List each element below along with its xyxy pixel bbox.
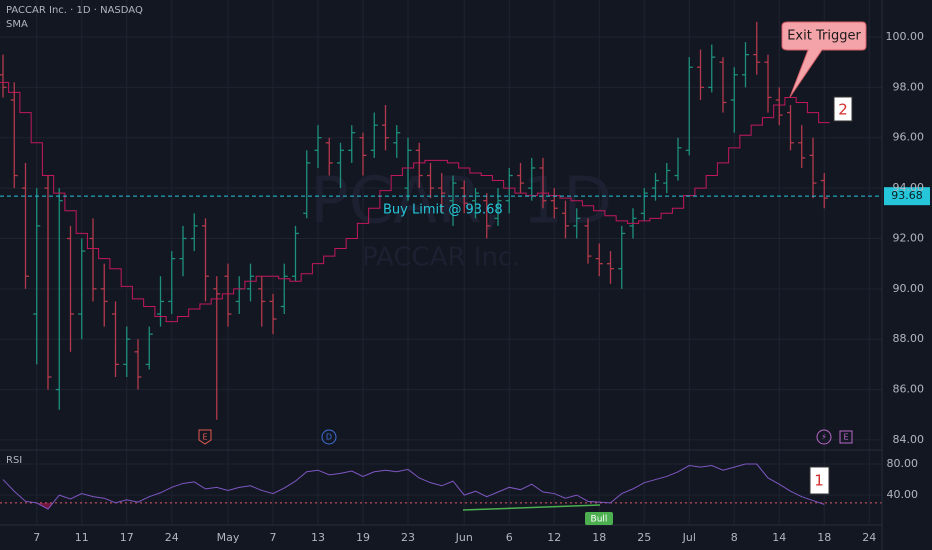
- divergence-line: [462, 504, 601, 511]
- y-tick-label: 100.00: [886, 30, 925, 43]
- y-tick-label: 40.00: [887, 488, 919, 501]
- price-badge-text: 93.68: [891, 189, 923, 202]
- x-tick-label: 6: [506, 531, 513, 544]
- x-tick-label: 25: [637, 531, 651, 544]
- event-icon[interactable]: [839, 430, 853, 444]
- y-tick-label: 94.00: [893, 181, 925, 194]
- rsi-oversold-fill: [3, 502, 825, 510]
- x-tick-label: 8: [731, 531, 738, 544]
- x-tick-label: 23: [401, 531, 415, 544]
- y-tick-label: 96.00: [893, 131, 925, 144]
- buy-limit-label: Buy Limit @ 93.68: [383, 203, 503, 218]
- label-box-text: 2: [838, 101, 848, 119]
- x-tick-label: Jul: [682, 531, 696, 544]
- x-tick-label: 12: [547, 531, 561, 544]
- y-tick-label: 84.00: [893, 433, 925, 446]
- price-badge: [884, 187, 930, 206]
- x-tick-label: 7: [33, 531, 40, 544]
- label-box-text: 1: [814, 472, 824, 490]
- x-tick-label: May: [217, 531, 240, 544]
- y-tick-label: 98.00: [893, 80, 925, 93]
- event-icon[interactable]: [816, 429, 832, 445]
- callout-bubble: [781, 21, 867, 98]
- divergence-badge: [585, 512, 613, 525]
- x-tick-label: 7: [270, 531, 277, 544]
- y-tick-label: 80.00: [887, 457, 919, 470]
- x-tick-label: 14: [772, 531, 786, 544]
- event-label: D: [326, 433, 332, 442]
- divergence-text: Bull: [591, 515, 608, 525]
- y-tick-label: 86.00: [893, 383, 925, 396]
- rsi-line: [2, 463, 825, 510]
- x-tick-label: 17: [120, 531, 134, 544]
- event-label: E: [843, 433, 848, 442]
- y-tick-label: 90.00: [893, 282, 925, 295]
- event-icon[interactable]: [321, 429, 337, 445]
- chart-title: PACCAR Inc. · 1D · NASDAQ: [6, 5, 143, 16]
- x-tick-label: 18: [817, 531, 831, 544]
- label-box: [809, 466, 830, 495]
- x-tick-label: 24: [165, 531, 179, 544]
- label-box: [833, 96, 853, 122]
- x-tick-label: 24: [862, 531, 876, 544]
- watermark: PCAR, 1D: [310, 165, 612, 239]
- sma-line: [0, 81, 830, 323]
- event-icon[interactable]: [198, 429, 212, 445]
- rsi-title: RSI: [6, 455, 22, 466]
- x-tick-label: Jun: [455, 531, 473, 544]
- x-tick-label: 11: [75, 531, 89, 544]
- x-tick-label: 18: [592, 531, 606, 544]
- x-tick-label: 13: [311, 531, 325, 544]
- indicator-label: SMA: [6, 19, 28, 30]
- y-tick-label: 92.00: [893, 231, 925, 244]
- watermark-subtitle: PACCAR Inc.: [362, 243, 520, 273]
- callout-text: Exit Trigger: [787, 29, 861, 44]
- event-label: ⚡: [821, 433, 827, 442]
- y-tick-label: 88.00: [893, 332, 925, 345]
- x-tick-label: 19: [356, 531, 370, 544]
- event-label: E: [202, 433, 207, 442]
